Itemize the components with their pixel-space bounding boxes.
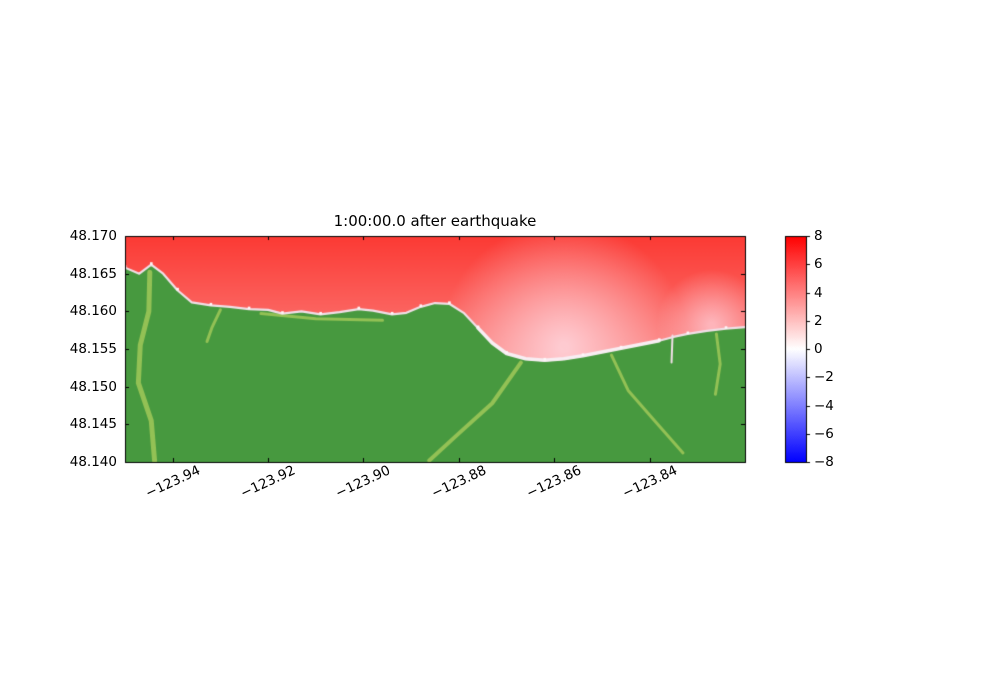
y-tick-label: 48.140 xyxy=(69,454,117,470)
y-tick-label: 48.145 xyxy=(69,416,117,433)
colorbar-tick-label: −4 xyxy=(814,397,834,414)
colorbar-tick-label: −6 xyxy=(814,425,834,442)
y-tick-label: 48.155 xyxy=(69,341,117,357)
colorbar-tick-label: −2 xyxy=(814,369,834,386)
chart-title: 1:00:00.0 after earthquake xyxy=(333,212,537,230)
colorbar-tick-label: 8 xyxy=(814,228,823,244)
colorbar-tick-label: 2 xyxy=(814,312,823,329)
y-tick-label: 48.165 xyxy=(69,265,117,282)
y-tick-label: 48.150 xyxy=(69,378,117,395)
colorbar-tick-label: −8 xyxy=(814,454,834,470)
y-tick-label: 48.170 xyxy=(69,228,117,244)
colorbar-tick-label: 6 xyxy=(814,256,823,273)
colorbar-tick-label: 0 xyxy=(814,341,823,357)
colorbar-tick-label: 4 xyxy=(814,284,823,301)
y-tick-label: 48.160 xyxy=(69,303,117,320)
